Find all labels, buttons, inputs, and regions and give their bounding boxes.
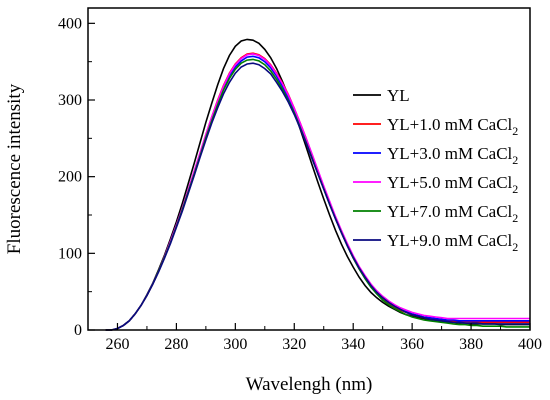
legend-label-1: YL xyxy=(387,86,410,105)
x-tick-label: 380 xyxy=(459,336,483,353)
series-line-6 xyxy=(105,62,530,331)
legend-label-5: YL+7.0 mM CaCl2 xyxy=(387,202,518,225)
legend: YL YL+1.0 mM CaCl2 YL+3.0 mM CaCl2 YL+5.0 m… xyxy=(353,86,518,254)
series-lines xyxy=(105,38,530,331)
legend-label-4: YL+5.0 mM CaCl2 xyxy=(387,173,518,196)
x-tick-label: 400 xyxy=(518,336,542,353)
x-tick-label: 300 xyxy=(223,336,247,353)
series-line-4 xyxy=(105,53,530,331)
plot-frame xyxy=(87,7,531,331)
x-tick-label: 340 xyxy=(341,336,365,353)
x-tick-label: 260 xyxy=(105,336,129,353)
y-tick-label: 300 xyxy=(58,92,82,109)
x-tick-label: 360 xyxy=(400,336,424,353)
legend-label-2: YL+1.0 mM CaCl2 xyxy=(387,115,518,138)
x-tick-label: 280 xyxy=(164,336,188,353)
y-axis-title: Fluorescence intensity xyxy=(4,83,25,254)
y-tick-label: 400 xyxy=(58,15,82,32)
legend-label-3: YL+3.0 mM CaCl2 xyxy=(387,144,518,167)
series-line-5 xyxy=(105,58,530,331)
series-line-3 xyxy=(105,55,530,331)
x-axis: 260 280 300 320 340 360 380 400 xyxy=(87,323,542,353)
y-tick-label: 100 xyxy=(58,245,82,262)
y-axis: 0 100 200 300 400 xyxy=(58,15,95,339)
x-tick-label: 320 xyxy=(282,336,306,353)
y-tick-label: 200 xyxy=(58,169,82,186)
legend-label-6: YL+9.0 mM CaCl2 xyxy=(387,231,518,254)
x-axis-title: Wavelengh (nm) xyxy=(246,374,373,395)
y-tick-label: 0 xyxy=(74,322,82,339)
